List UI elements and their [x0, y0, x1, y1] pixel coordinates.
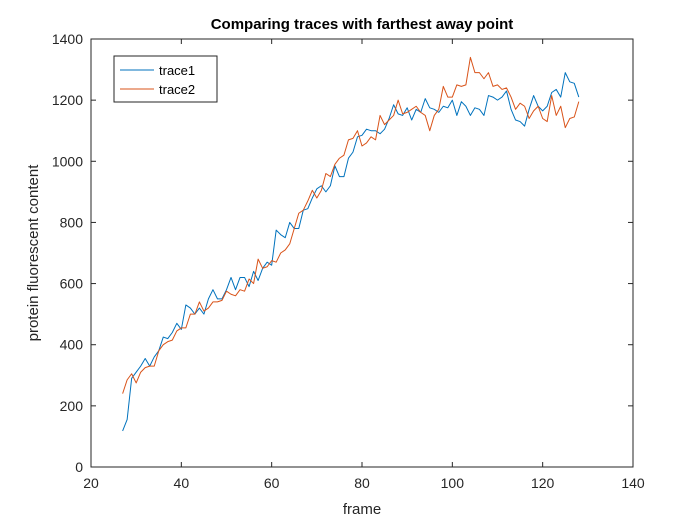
plot-area: [90, 38, 634, 468]
y-tick-label: 0: [75, 459, 83, 475]
y-tick-label: 600: [60, 276, 84, 292]
legend: trace1 trace2: [113, 55, 218, 103]
series-line-trace2: [122, 56, 580, 394]
legend-label-trace2: trace2: [159, 82, 195, 97]
y-tick-label: 1000: [52, 153, 83, 169]
x-tick-label: 120: [531, 475, 555, 491]
series-lines: [122, 56, 580, 432]
y-axis-label: protein fluorescent content: [25, 164, 42, 342]
x-tick-label: 20: [83, 475, 99, 491]
y-tick-label: 200: [60, 398, 84, 414]
chart-title: Comparing traces with farthest away poin…: [211, 16, 514, 33]
y-tick-label: 1400: [52, 31, 83, 47]
x-tick-label: 80: [354, 475, 370, 491]
x-tick-label: 60: [264, 475, 280, 491]
series-line-trace1: [122, 72, 580, 432]
x-tick-label: 100: [441, 475, 465, 491]
y-axis-ticks: 0 200 400 600 800 1000 1200 1400: [52, 31, 633, 475]
y-tick-label: 800: [60, 214, 84, 230]
y-tick-label: 400: [60, 337, 84, 353]
x-axis-ticks: 20 40 60 80 100 120 140: [83, 39, 645, 491]
x-axis-label: frame: [343, 501, 381, 518]
legend-label-trace1: trace1: [159, 63, 195, 78]
x-tick-label: 140: [621, 475, 645, 491]
y-tick-label: 1200: [52, 92, 83, 108]
x-tick-label: 40: [174, 475, 190, 491]
legend-box: [113, 55, 218, 103]
